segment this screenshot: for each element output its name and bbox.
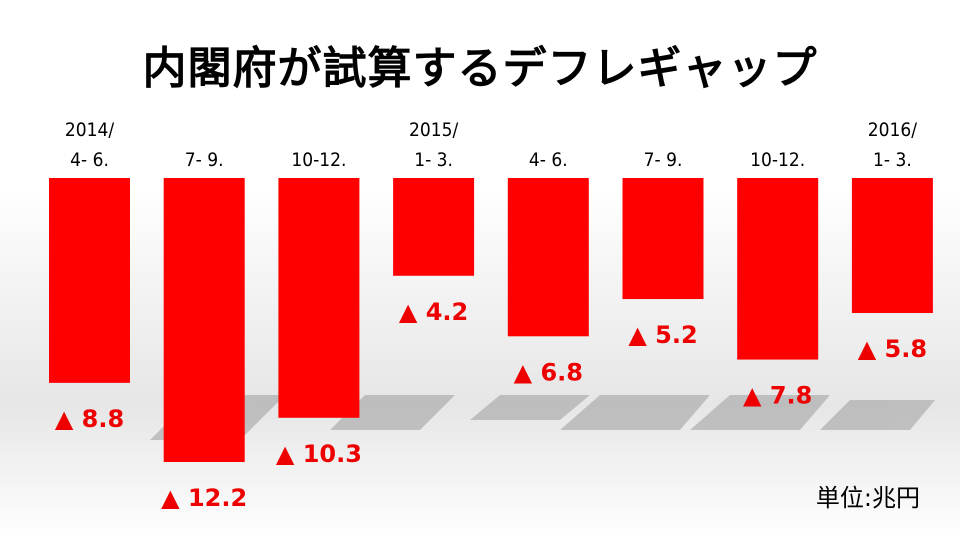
chart-title: 内閣府が試算するデフレギャップ	[142, 43, 818, 94]
value-label-5: ▲ 5.2	[628, 321, 697, 349]
bar-7	[851, 178, 933, 314]
unit-label: 単位:兆円	[815, 484, 920, 512]
value-label-3: ▲ 4.2	[399, 298, 468, 326]
bar-2	[278, 178, 360, 418]
value-label-4: ▲ 6.8	[514, 358, 583, 386]
value-label-1: ▲ 12.2	[161, 484, 247, 512]
category-label-4: 4- 6.	[529, 149, 568, 171]
bar-6	[737, 178, 819, 360]
bar-4	[507, 178, 589, 337]
category-label-7: 2016/1- 3.	[868, 119, 917, 171]
category-label-5: 7- 9.	[644, 149, 683, 171]
category-label-0: 2014/4- 6.	[65, 119, 114, 171]
category-label-6: 10-12.	[750, 149, 805, 171]
bar-3	[393, 178, 475, 276]
category-label-3: 2015/1- 3.	[409, 119, 458, 171]
value-label-2: ▲ 10.3	[276, 440, 362, 468]
bar-1	[163, 178, 245, 462]
bar-5	[622, 178, 704, 300]
category-label-2: 10-12.	[291, 149, 346, 171]
bar-0	[49, 178, 130, 383]
value-label-7: ▲ 5.8	[858, 335, 927, 363]
value-label-6: ▲ 7.8	[743, 382, 812, 410]
category-label-1: 7- 9.	[185, 149, 224, 171]
value-label-0: ▲ 8.8	[55, 405, 124, 433]
